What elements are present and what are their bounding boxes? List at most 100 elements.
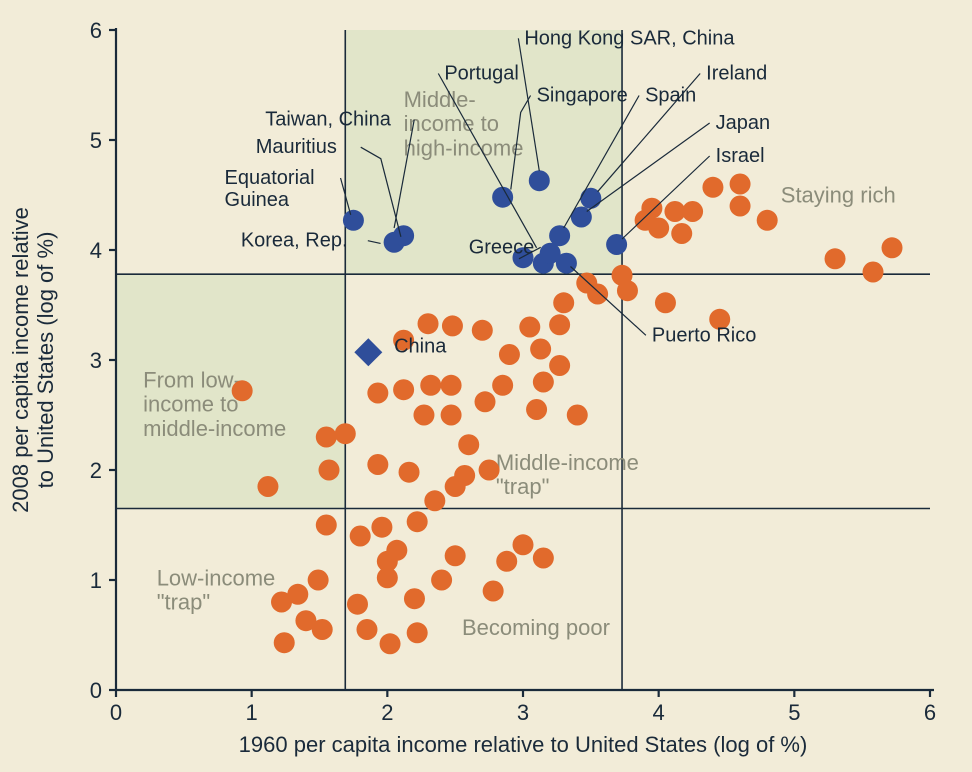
orange-dot (393, 379, 414, 400)
orange-dot (617, 280, 638, 301)
orange-dot (399, 462, 420, 483)
orange-dot (424, 490, 445, 511)
orange-dot (682, 201, 703, 222)
callout-3: Spain (645, 85, 696, 107)
orange-dot (492, 375, 513, 396)
orange-dot (356, 619, 377, 640)
orange-dot (863, 262, 884, 283)
y-tick-label: 4 (90, 238, 102, 263)
orange-dot (316, 515, 337, 536)
y-tick-label: 0 (90, 678, 102, 703)
x-axis-label: 1960 per capita income relative to Unite… (239, 732, 808, 757)
y-axis-label: 2008 per capita income relativeto United… (8, 207, 58, 513)
orange-dot (882, 237, 903, 258)
x-tick-label: 3 (517, 700, 529, 725)
orange-dot (496, 551, 517, 572)
x-tick-label: 5 (788, 700, 800, 725)
orange-dot (413, 405, 434, 426)
callout-11: Greece (469, 236, 535, 258)
orange-dot (441, 375, 462, 396)
y-tick-label: 6 (90, 18, 102, 43)
callout-8: Mauritius (256, 136, 337, 158)
blue-dot (529, 170, 550, 191)
orange-dot (407, 511, 428, 532)
orange-dot (274, 632, 295, 653)
blue-dot (556, 253, 577, 274)
x-tick-label: 4 (653, 700, 665, 725)
y-tick-label: 3 (90, 348, 102, 373)
orange-dot (367, 383, 388, 404)
orange-dot (312, 619, 333, 640)
orange-dot (458, 434, 479, 455)
orange-dot (530, 339, 551, 360)
callout-2: Singapore (537, 85, 628, 107)
orange-dot (454, 465, 475, 486)
callout-4: Ireland (706, 63, 767, 85)
x-tick-label: 1 (246, 700, 258, 725)
quad-label-1: Staying rich (781, 183, 896, 208)
orange-dot (730, 196, 751, 217)
income-trap-scatter: 012345601234561960 per capita income rel… (0, 0, 972, 772)
orange-dot (442, 315, 463, 336)
orange-dot (641, 198, 662, 219)
orange-dot (367, 454, 388, 475)
orange-dot (671, 223, 692, 244)
orange-dot (445, 545, 466, 566)
orange-dot (377, 567, 398, 588)
orange-dot (420, 375, 441, 396)
callout-12: China (394, 335, 447, 357)
orange-dot (316, 427, 337, 448)
orange-dot (533, 372, 554, 393)
orange-dot (308, 570, 329, 591)
blue-dot (492, 187, 513, 208)
orange-dot (730, 174, 751, 195)
chart-svg: 012345601234561960 per capita income rel… (0, 0, 972, 772)
orange-dot (287, 584, 308, 605)
orange-dot (655, 292, 676, 313)
orange-dot (347, 594, 368, 615)
orange-dot (371, 517, 392, 538)
blue-dot (549, 225, 570, 246)
orange-dot (513, 534, 534, 555)
orange-dot (757, 210, 778, 231)
orange-dot (825, 248, 846, 269)
orange-dot (519, 317, 540, 338)
callout-13: Puerto Rico (652, 324, 757, 346)
orange-dot (350, 526, 371, 547)
orange-dot (335, 423, 356, 444)
orange-dot (418, 313, 439, 334)
callout-5: Japan (716, 112, 771, 134)
callout-7: Taiwan, China (265, 109, 392, 131)
y-tick-label: 2 (90, 458, 102, 483)
y-tick-label: 5 (90, 128, 102, 153)
orange-dot (407, 622, 428, 643)
orange-dot (587, 284, 608, 305)
callout-10: Korea, Rep. (241, 230, 348, 252)
orange-dot (553, 292, 574, 313)
x-tick-label: 0 (110, 700, 122, 725)
orange-dot (318, 460, 339, 481)
orange-dot (232, 380, 253, 401)
orange-dot (549, 355, 570, 376)
orange-dot (567, 405, 588, 426)
blue-dot (393, 225, 414, 246)
orange-dot (702, 177, 723, 198)
orange-dot (648, 218, 669, 239)
y-tick-label: 1 (90, 568, 102, 593)
orange-dot (257, 476, 278, 497)
callout-1: Portugal (444, 63, 519, 85)
orange-dot (483, 581, 504, 602)
callout-6: Israel (716, 145, 765, 167)
quad-label-5: Becoming poor (462, 615, 610, 640)
orange-dot (404, 588, 425, 609)
orange-dot (380, 633, 401, 654)
orange-dot (475, 391, 496, 412)
orange-dot (441, 405, 462, 426)
orange-dot (386, 540, 407, 561)
blue-dot (343, 210, 364, 231)
orange-dot (549, 314, 570, 335)
orange-dot (479, 460, 500, 481)
orange-dot (431, 570, 452, 591)
callout-0: Hong Kong SAR, China (524, 27, 735, 49)
x-tick-label: 2 (381, 700, 393, 725)
